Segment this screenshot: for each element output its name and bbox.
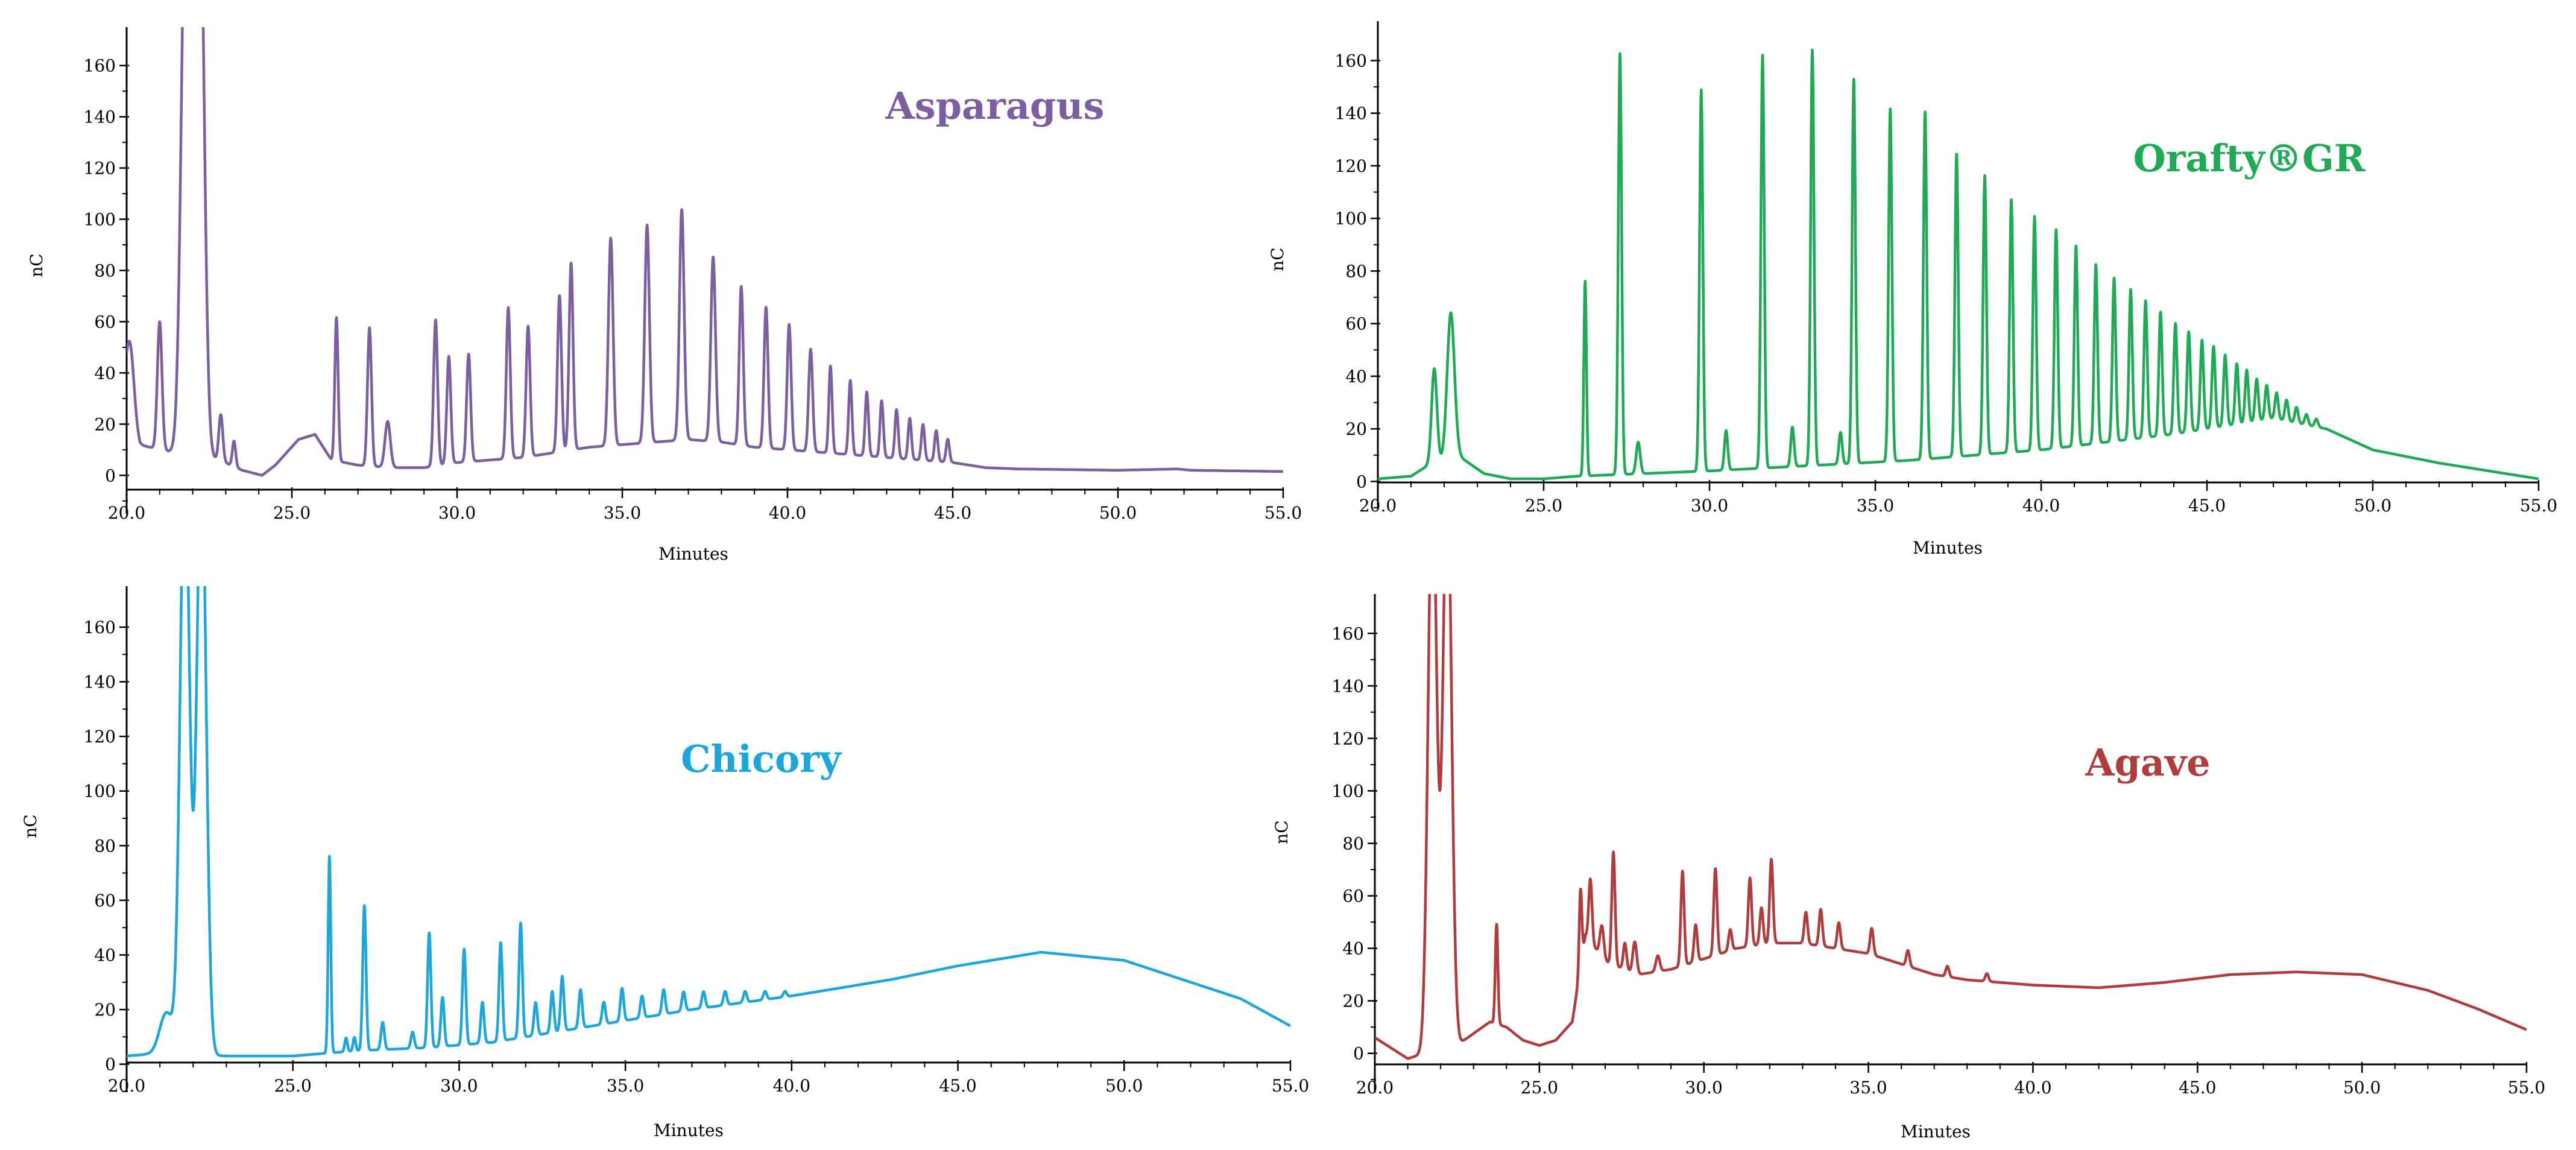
x-tick-label: 40.0	[2014, 1078, 2051, 1098]
x-tick-label: 50.0	[1099, 503, 1137, 523]
y-tick-label: 100	[84, 782, 116, 801]
panel-oraftygr: nC Minutes Orafty®GR 0 20 40 60 80 100 120 140 1…	[1267, 21, 2557, 558]
y-tick-label: 40	[1345, 367, 1367, 387]
x-tick-label: 55.0	[2520, 496, 2557, 516]
y-tick-label: 140	[1335, 104, 1367, 124]
x-tick-label: 50.0	[1105, 1076, 1143, 1096]
x-axis-title: Minutes	[654, 1120, 724, 1140]
y-tick-label: 80	[1345, 261, 1367, 281]
y-tick-label: 80	[94, 836, 116, 856]
y-tick-label: 20	[1345, 419, 1367, 439]
y-tick-label: 60	[1345, 314, 1367, 334]
y-tick-label: 140	[1332, 676, 1364, 696]
y-tick-label: 0	[1353, 1044, 1364, 1064]
x-tick-label: 25.0	[273, 503, 311, 523]
series-line	[127, 27, 1283, 477]
x-tick-label: 45.0	[2188, 496, 2226, 516]
x-tick-label: 55.0	[1264, 503, 1302, 523]
x-tick-label: 25.0	[1521, 1078, 1558, 1098]
chart-title: Agave	[2085, 741, 2210, 785]
x-tick-label: 45.0	[934, 503, 971, 523]
y-tick-label: 120	[1332, 728, 1364, 748]
x-tick-label: 55.0	[1272, 1076, 1309, 1096]
x-tick-label: 20.0	[1356, 1078, 1394, 1098]
x-tick-label: 35.0	[1857, 496, 1894, 516]
series-line	[1375, 594, 2527, 1060]
x-axis-title: Minutes	[658, 544, 728, 564]
y-axis-title: nC	[21, 814, 40, 838]
panel-agave: nC Minutes Agave 0 20 40 60 80 100 120 140 160 20…	[1272, 594, 2545, 1142]
series-line	[127, 586, 1290, 1058]
y-axis-title: nC	[27, 253, 46, 277]
x-tick-label: 55.0	[2508, 1078, 2545, 1098]
x-tick-label: 40.0	[2022, 496, 2060, 516]
chart-title: Chicory	[681, 737, 842, 781]
y-axis-title: nC	[1267, 247, 1287, 271]
x-tick-label: 30.0	[438, 503, 476, 523]
x-tick-label: 40.0	[769, 503, 806, 523]
y-tick-label: 140	[84, 107, 116, 127]
x-axis-title: Minutes	[1913, 538, 1983, 558]
x-tick-label: 45.0	[2179, 1078, 2216, 1098]
y-tick-label: 160	[84, 56, 116, 76]
y-axis-title: nC	[1272, 820, 1292, 844]
y-tick-label: 120	[1335, 156, 1367, 176]
y-tick-label: 60	[94, 312, 116, 332]
y-tick-label: 160	[1335, 51, 1367, 71]
y-tick-label: 20	[1342, 991, 1364, 1011]
x-tick-label: 30.0	[1691, 496, 1728, 516]
x-tick-label: 25.0	[1525, 496, 1562, 516]
y-tick-label: 40	[94, 363, 116, 383]
x-tick-label: 50.0	[2354, 496, 2391, 516]
panel-asparagus: nC Minutes Asparagus 0 20 40 60 80 100 120 140 1…	[27, 27, 1302, 564]
x-tick-label: 20.0	[1359, 496, 1397, 516]
y-tick-label: 0	[105, 466, 116, 485]
y-tick-label: 140	[84, 672, 116, 692]
y-tick-label: 80	[1342, 834, 1364, 854]
y-tick-label: 20	[94, 414, 116, 434]
x-tick-label: 30.0	[1685, 1078, 1723, 1098]
x-tick-label: 35.0	[604, 503, 641, 523]
y-tick-label: 160	[84, 618, 116, 637]
y-tick-label: 120	[84, 727, 116, 747]
y-tick-label: 0	[1356, 472, 1367, 491]
x-tick-label: 35.0	[1849, 1078, 1887, 1098]
x-tick-label: 20.0	[108, 1076, 145, 1096]
chart-title: Orafty®GR	[2133, 136, 2366, 180]
y-tick-label: 100	[84, 210, 116, 230]
y-tick-label: 100	[1332, 781, 1364, 801]
x-tick-label: 50.0	[2343, 1078, 2381, 1098]
y-tick-label: 20	[94, 1000, 116, 1020]
x-tick-label: 40.0	[773, 1076, 810, 1096]
y-tick-label: 0	[105, 1055, 116, 1075]
y-tick-label: 40	[94, 946, 116, 965]
series-line	[1378, 48, 2539, 481]
x-tick-label: 25.0	[274, 1076, 312, 1096]
y-tick-label: 120	[84, 159, 116, 179]
x-tick-label: 35.0	[607, 1076, 644, 1096]
y-tick-label: 60	[94, 891, 116, 911]
panel-chicory: nC Minutes Chicory 0 20 40 60 80 100 120 140 160…	[21, 586, 1309, 1140]
y-tick-label: 160	[1332, 624, 1364, 643]
x-axis-title: Minutes	[1901, 1122, 1971, 1142]
y-tick-label: 60	[1342, 886, 1364, 906]
y-tick-label: 100	[1335, 209, 1367, 229]
x-tick-label: 45.0	[939, 1076, 976, 1096]
x-tick-label: 20.0	[108, 503, 145, 523]
chart-title: Asparagus	[885, 84, 1105, 128]
y-tick-label: 80	[94, 261, 116, 281]
x-tick-label: 30.0	[440, 1076, 478, 1096]
y-tick-label: 40	[1342, 939, 1364, 959]
